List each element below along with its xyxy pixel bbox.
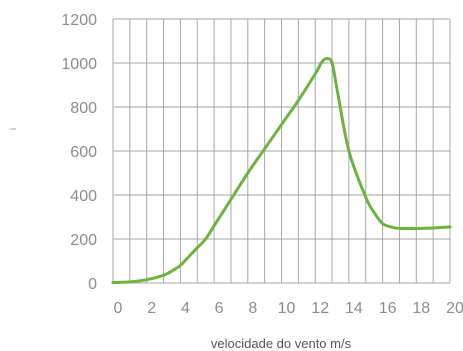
x-tick-label: 10 — [278, 300, 296, 317]
y-tick-label: 600 — [70, 144, 97, 161]
y-axis-ticks: 0 200 400 600 800 1000 1200 — [61, 12, 97, 293]
y-axis-title: i — [8, 128, 18, 130]
x-tick-label: 4 — [181, 300, 190, 317]
x-tick-label: 16 — [379, 300, 397, 317]
y-tick-label: 1200 — [61, 12, 97, 29]
x-tick-label: 14 — [345, 300, 363, 317]
x-tick-label: 20 — [446, 300, 463, 317]
y-tick-label: 0 — [88, 276, 97, 293]
grid — [112, 18, 451, 284]
x-axis-ticks: 0 2 4 6 8 10 12 14 16 18 20 — [114, 300, 463, 317]
x-tick-label: 6 — [215, 300, 224, 317]
x-tick-label: 18 — [412, 300, 430, 317]
y-tick-label: 200 — [70, 232, 97, 249]
x-tick-label: 12 — [311, 300, 329, 317]
x-tick-label: 0 — [114, 300, 123, 317]
x-axis-title: velocidade do vento m/s — [211, 336, 352, 351]
y-tick-label: 1000 — [61, 56, 97, 73]
x-tick-label: 8 — [248, 300, 257, 317]
y-tick-label: 400 — [70, 188, 97, 205]
series-group — [111, 57, 452, 285]
series-line — [111, 57, 452, 285]
x-tick-label: 2 — [147, 300, 156, 317]
y-tick-label: 800 — [70, 100, 97, 117]
